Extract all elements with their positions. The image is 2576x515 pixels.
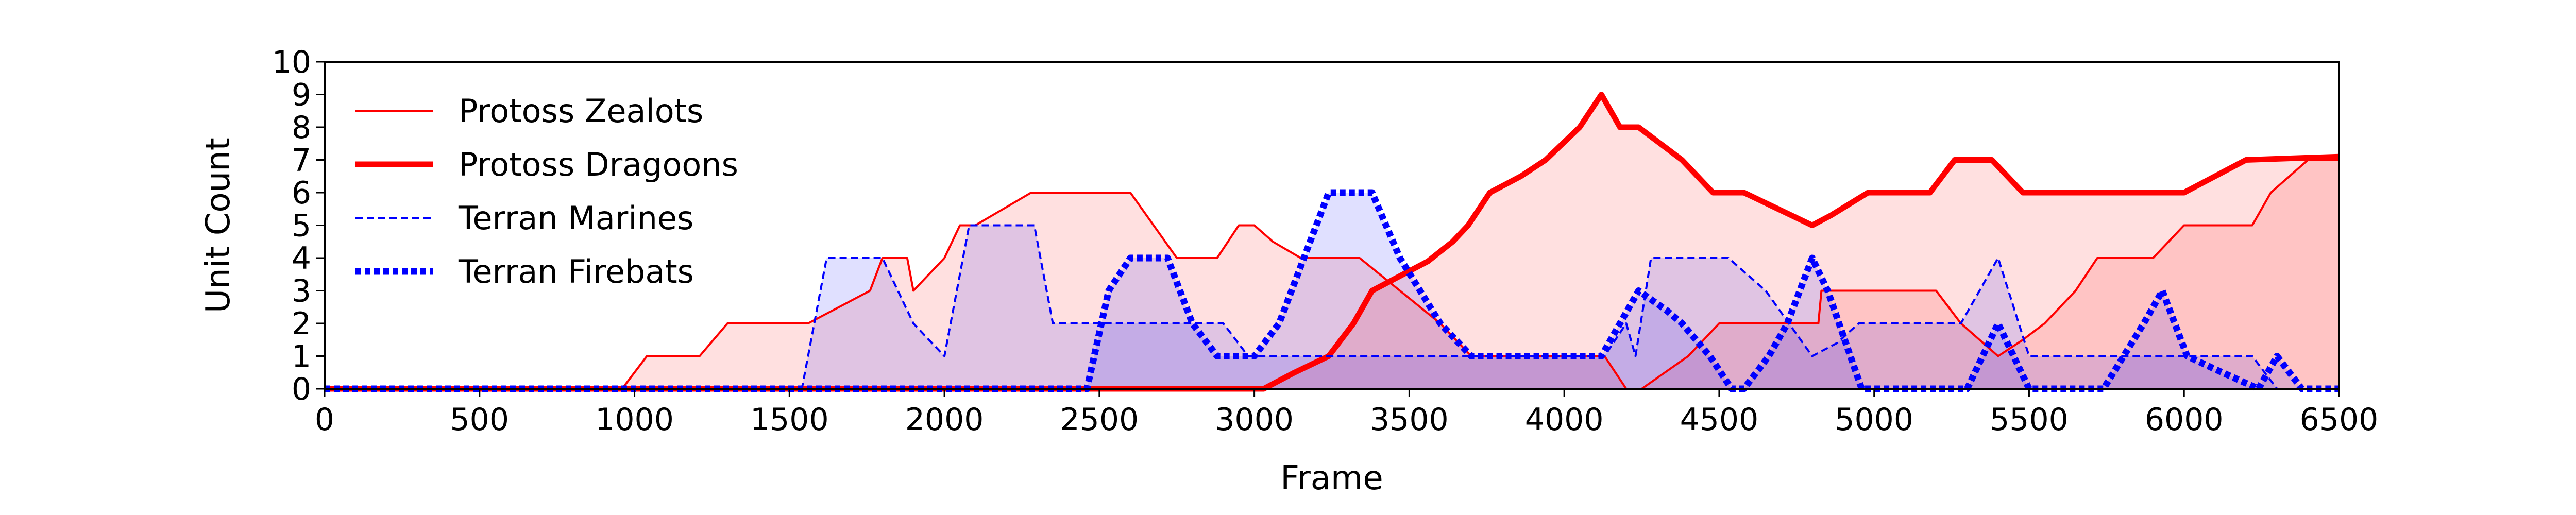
x-tick-label: 0	[315, 402, 334, 438]
y-tick-label: 0	[292, 371, 311, 407]
legend-label: Terran Marines	[458, 199, 693, 237]
y-axis-label: Unit Count	[199, 138, 238, 313]
x-tick-label: 2500	[1060, 402, 1139, 438]
series-fill-2	[325, 225, 2339, 389]
y-tick-label: 3	[292, 273, 311, 310]
legend-label: Protoss Zealots	[459, 92, 703, 130]
x-tick-label: 6500	[2300, 402, 2379, 438]
x-tick-label: 3000	[1215, 402, 1294, 438]
x-tick-label: 5500	[1990, 402, 2069, 438]
y-tick-label: 7	[292, 143, 311, 179]
plot-area	[324, 61, 2340, 392]
x-tick-label: 2000	[905, 402, 984, 438]
x-axis: 0 500 1000 1500 2000 2500 3000 3500 4000 4500 5000…	[315, 389, 2378, 438]
legend-label: Protoss Dragoons	[459, 146, 738, 183]
series-fills	[325, 94, 2339, 389]
x-tick-label: 500	[450, 402, 510, 438]
legend: Protoss Zealots Protoss Dragoons Terran Ma…	[355, 92, 738, 290]
series-line-0	[325, 159, 2339, 390]
x-tick-label: 3500	[1370, 402, 1449, 438]
series-fill-0	[325, 160, 2339, 389]
x-tick-label: 5000	[1835, 402, 1913, 438]
y-tick-label: 2	[292, 306, 311, 342]
legend-label: Terran Firebats	[458, 253, 694, 290]
x-axis-label: Frame	[1280, 459, 1383, 497]
series-line-1	[325, 92, 2340, 392]
y-tick-label: 6	[292, 175, 311, 211]
y-tick-label: 10	[272, 44, 311, 80]
x-tick-label: 1000	[595, 402, 674, 438]
y-tick-label: 4	[292, 241, 311, 277]
x-tick-label: 1500	[750, 402, 829, 438]
x-tick-label: 4500	[1680, 402, 1759, 438]
y-tick-label: 1	[292, 339, 311, 375]
series-line-2	[325, 224, 2339, 390]
x-tick-label: 6000	[2145, 402, 2224, 438]
y-tick-label: 8	[292, 110, 311, 146]
y-tick-label: 9	[292, 77, 311, 113]
y-tick-label: 5	[292, 208, 311, 244]
series-fill-3	[325, 193, 2339, 389]
x-tick-label: 4000	[1525, 402, 1604, 438]
